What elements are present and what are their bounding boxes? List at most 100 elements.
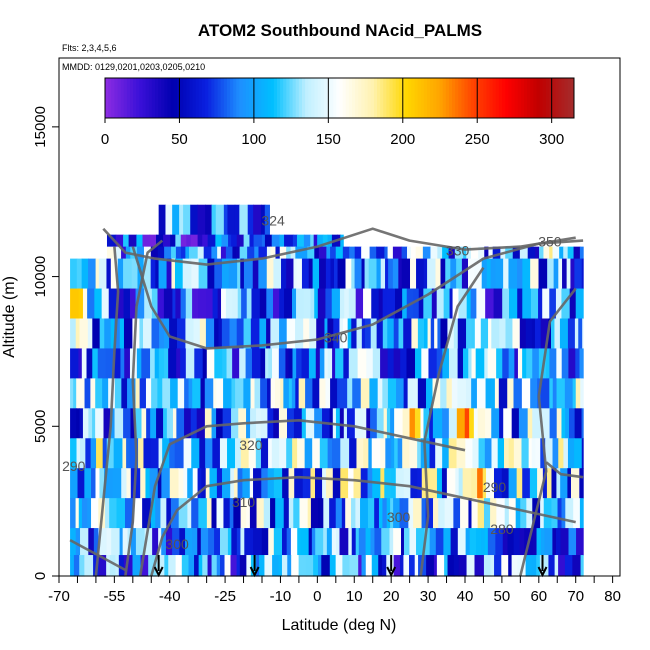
heatmap-cell [158, 258, 168, 290]
heatmap-cell [322, 468, 327, 499]
heatmap-cell [191, 498, 199, 529]
heatmap-cell [565, 408, 570, 439]
heatmap-cell [157, 288, 165, 320]
heatmap-cell [137, 246, 145, 260]
heatmap-cell [283, 378, 290, 409]
heatmap-cell [482, 468, 487, 499]
heatmap-cell [576, 528, 584, 556]
heatmap-cell [76, 408, 81, 439]
heatmap-cell [559, 246, 564, 260]
heatmap-cell [494, 555, 502, 577]
heatmap-cell [78, 498, 83, 529]
heatmap-cell [129, 438, 139, 469]
heatmap-cell [188, 555, 195, 577]
heatmap-cell [121, 378, 128, 409]
heatmap-cell [298, 378, 306, 409]
heatmap-cell [553, 258, 559, 290]
heatmap-cell [332, 468, 341, 499]
heatmap-cell [304, 438, 313, 469]
heatmap-cell [253, 204, 262, 236]
heatmap-cell [246, 288, 253, 320]
heatmap-cell [421, 348, 430, 379]
heatmap-cell [296, 348, 303, 379]
heatmap-cell [458, 288, 468, 320]
heatmap-cell [206, 348, 215, 379]
heatmap-cell [305, 555, 314, 577]
heatmap-cell [126, 438, 131, 469]
heatmap-cell [166, 408, 174, 439]
heatmap-cell [561, 408, 566, 439]
heatmap-cell [409, 438, 418, 469]
heatmap-cell [212, 438, 221, 469]
heatmap-cell [215, 234, 223, 248]
heatmap-cell [498, 378, 508, 409]
heatmap-cell [211, 555, 218, 577]
heatmap-cell [570, 468, 580, 499]
heatmap-cell [145, 468, 151, 499]
colorbar-segment [333, 78, 337, 118]
heatmap-cell [471, 318, 476, 350]
heatmap-cell [477, 498, 485, 529]
heatmap-cell [231, 528, 238, 556]
x-tick-label: -10 [270, 588, 292, 605]
heatmap-cell [180, 348, 187, 379]
heatmap-cell [563, 246, 569, 260]
heatmap-cell [435, 528, 444, 556]
heatmap-cell [398, 318, 404, 350]
heatmap-cell [279, 288, 285, 320]
heatmap-cell [228, 234, 232, 248]
heatmap-cell [223, 498, 231, 529]
heatmap-cell [116, 288, 125, 320]
heatmap-cell [438, 408, 443, 439]
heatmap-cell [488, 246, 494, 260]
heatmap-cell [217, 288, 222, 320]
heatmap-cell [367, 468, 373, 499]
heatmap-cell [458, 468, 464, 499]
heatmap-cell [446, 468, 456, 499]
heatmap-cell [355, 498, 361, 529]
heatmap-cell [80, 528, 89, 556]
x-tick-label: 10 [346, 588, 363, 605]
heatmap-cell [358, 555, 363, 577]
heatmap-cell [149, 468, 159, 499]
heatmap-cell [574, 318, 579, 350]
heatmap-cell [106, 246, 116, 260]
heatmap-cell [570, 258, 575, 290]
heatmap-cell [403, 528, 411, 556]
heatmap-cell [343, 318, 349, 350]
y-tick-label: 0 [32, 572, 49, 580]
colorbar-segment [308, 78, 312, 118]
heatmap-cell [155, 258, 160, 290]
heatmap-cell [122, 528, 129, 556]
heatmap-cell [354, 408, 364, 439]
heatmap-cell [175, 234, 182, 248]
heatmap-cell [299, 246, 308, 260]
heatmap-cell [567, 318, 576, 350]
heatmap-cell [219, 438, 228, 469]
colorbar-tick-label: 50 [171, 131, 188, 148]
heatmap-cell [146, 408, 151, 439]
heatmap-cell [380, 438, 386, 469]
heatmap-cell [87, 318, 93, 350]
heatmap-cell [246, 498, 251, 529]
heatmap-cell [327, 348, 333, 379]
heatmap-cell [197, 246, 205, 260]
heatmap-cell [123, 258, 133, 290]
heatmap-cell [98, 528, 108, 556]
heatmap-cell [502, 348, 510, 379]
heatmap-cell [403, 318, 412, 350]
heatmap-cell [232, 288, 239, 320]
heatmap-cell [191, 258, 200, 290]
heatmap-cell [273, 258, 282, 290]
heatmap-cell [292, 438, 298, 469]
heatmap-cell [401, 528, 405, 556]
y-axis: 0 5000 10000 15000 [32, 106, 59, 580]
heatmap-cell [389, 528, 394, 556]
heatmap-cell [457, 348, 464, 379]
heatmap-cell [143, 258, 152, 290]
heatmap-cell [410, 246, 417, 260]
heatmap-cell [561, 498, 566, 529]
heatmap-cell [508, 468, 518, 499]
heatmap-cell [378, 288, 384, 320]
